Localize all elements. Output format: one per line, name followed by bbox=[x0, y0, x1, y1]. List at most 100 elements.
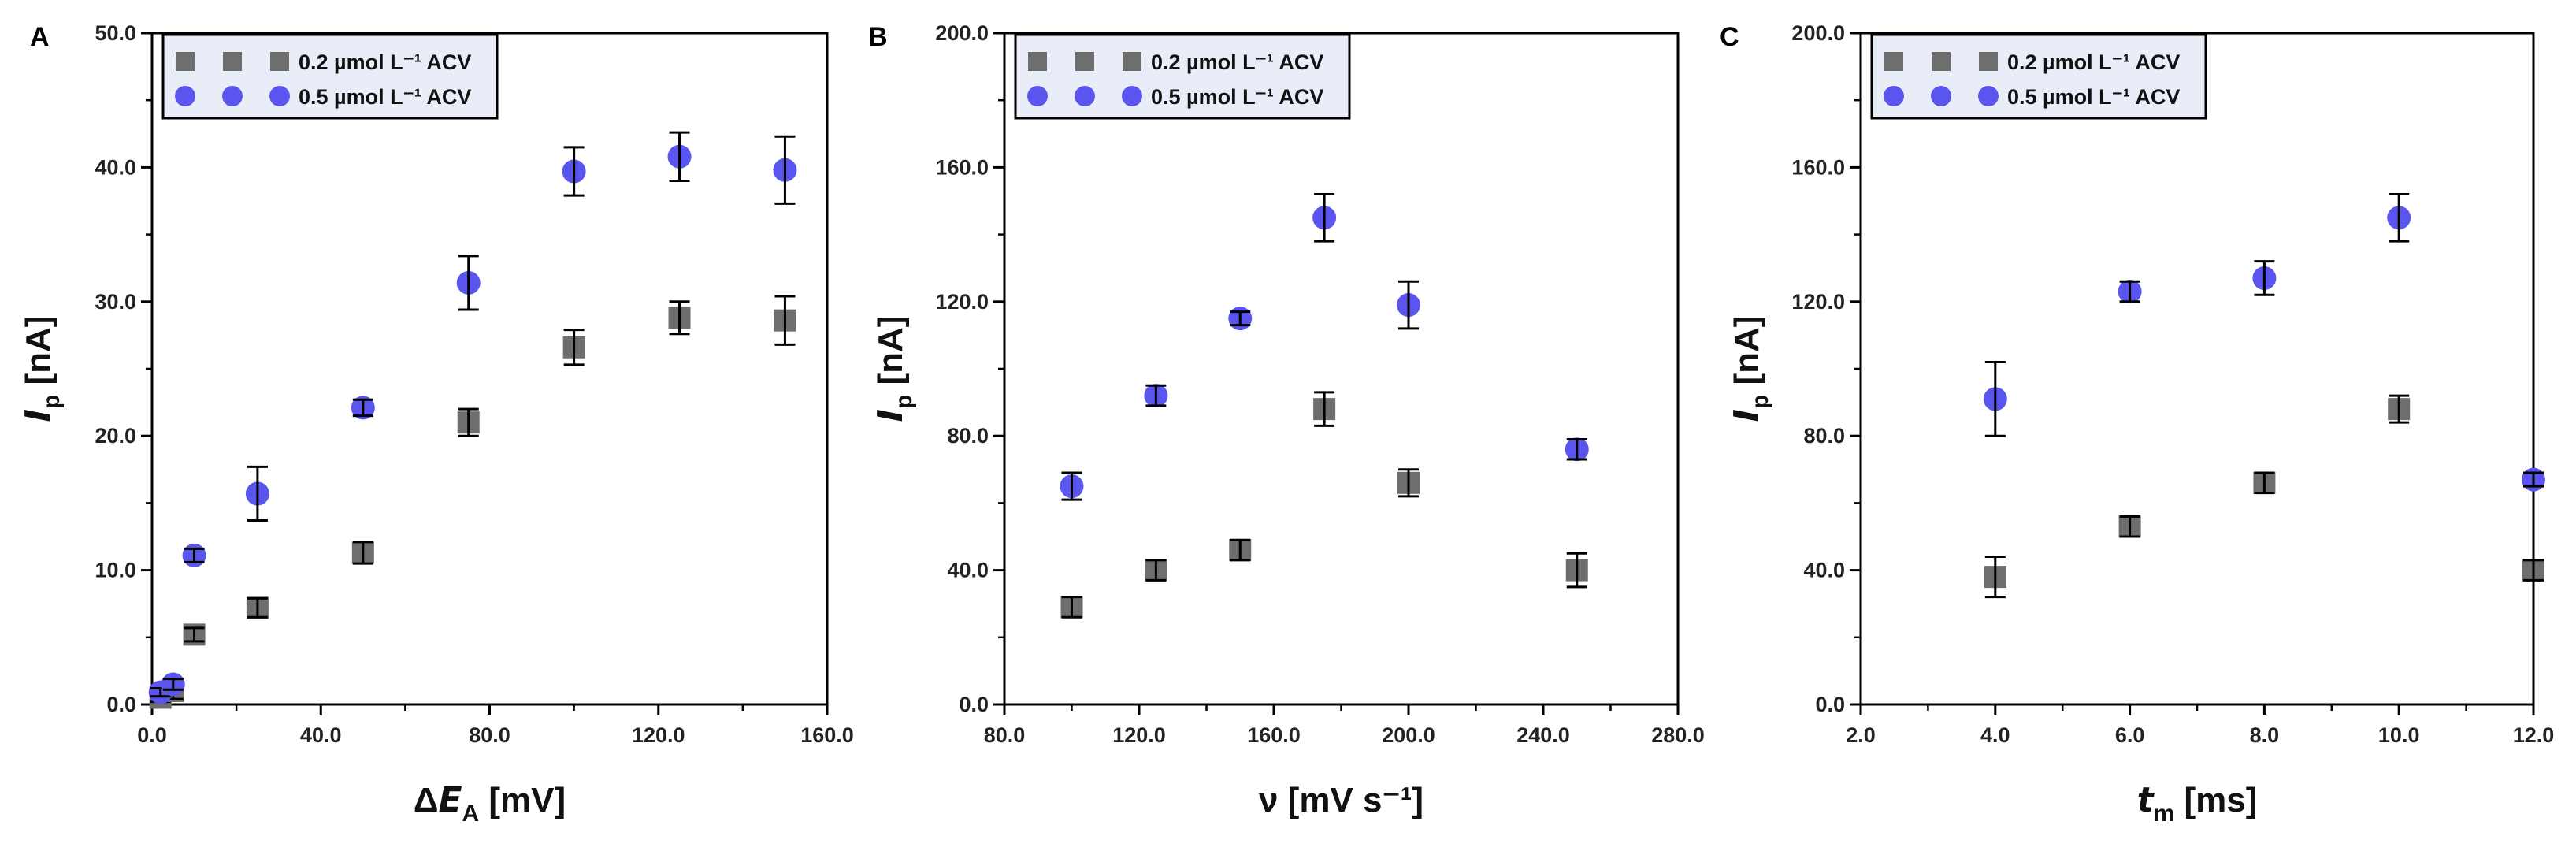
y-tick-label: 50.0 bbox=[95, 21, 136, 45]
series-circles bbox=[1060, 192, 1589, 501]
x-axis-symbol: t bbox=[2137, 780, 2155, 820]
legend: 0.2 µmol L⁻¹ ACV 0.5 µmol L⁻¹ ACV bbox=[1014, 33, 1351, 120]
y-tick-label: 160.0 bbox=[1791, 155, 1845, 179]
y-axis-title: Ip [nA] bbox=[1727, 316, 1773, 422]
y-axis-unit: [nA] bbox=[871, 316, 910, 395]
x-axis-subscript: A bbox=[462, 801, 480, 827]
x-tick-label: 80.0 bbox=[469, 723, 510, 747]
y-axis-symbol: I bbox=[18, 409, 58, 422]
series-squares bbox=[1984, 394, 2544, 599]
legend-label: 0.2 µmol L⁻¹ ACV bbox=[299, 50, 471, 74]
y-tick-label: 200.0 bbox=[935, 21, 989, 45]
x-tick-label: 120.0 bbox=[632, 723, 685, 747]
plot-frame bbox=[1003, 32, 1680, 706]
x-tick-label: 12.0 bbox=[2513, 723, 2555, 747]
legend: 0.2 µmol L⁻¹ ACV 0.5 µmol L⁻¹ ACV bbox=[1870, 33, 2207, 120]
x-tick-label: 120.0 bbox=[1112, 723, 1166, 747]
legend-circle-marker bbox=[269, 86, 290, 106]
legend-box bbox=[1870, 33, 2207, 120]
y-axis-title: Ip [nA] bbox=[18, 316, 65, 422]
y-axis-unit: [nA] bbox=[19, 316, 58, 395]
y-tick-label: 40.0 bbox=[95, 155, 136, 179]
legend-label: 0.5 µmol L⁻¹ ACV bbox=[299, 85, 471, 109]
y-tick-label: 30.0 bbox=[95, 290, 136, 314]
legend-square-marker bbox=[1979, 52, 1998, 71]
y-axis-symbol: I bbox=[870, 409, 911, 422]
x-tick-label: 80.0 bbox=[984, 723, 1026, 747]
y-tick-label: 20.0 bbox=[95, 424, 136, 448]
panel-letter: C bbox=[1720, 22, 1739, 52]
x-axis-title: tm [ms] bbox=[2137, 780, 2258, 827]
legend-label: 0.2 µmol L⁻¹ ACV bbox=[2007, 50, 2180, 74]
panel-letter: B bbox=[868, 22, 888, 52]
legend-square-marker bbox=[176, 52, 195, 71]
y-axis-subscript: p bbox=[39, 395, 65, 409]
x-axis-prefix: Δ bbox=[414, 781, 439, 819]
legend-box bbox=[1014, 33, 1351, 120]
y-tick-label: 40.0 bbox=[1803, 559, 1845, 582]
x-tick-label: 160.0 bbox=[1247, 723, 1301, 747]
y-tick-label: 80.0 bbox=[1803, 424, 1845, 448]
x-tick-label: 200.0 bbox=[1382, 723, 1435, 747]
x-axis-subscript: m bbox=[2154, 801, 2175, 827]
legend-circle-marker bbox=[1027, 86, 1048, 106]
x-axis-unit: [mV] bbox=[479, 781, 566, 819]
series-circles bbox=[1983, 192, 2545, 492]
y-tick-label: 120.0 bbox=[1791, 290, 1845, 314]
legend-circle-marker bbox=[1122, 86, 1142, 106]
x-axis-unit: [mV s⁻¹] bbox=[1278, 781, 1423, 819]
y-tick-label: 0.0 bbox=[106, 693, 136, 716]
x-axis-symbol: ν bbox=[1259, 781, 1278, 819]
y-axis-title: Ip [nA] bbox=[870, 316, 917, 422]
plot-frame bbox=[1859, 32, 2535, 706]
panel-a: A 0.0 40.0 80.0 120.0 160.0 0.0 10.0 20.0 30.0 40.… bbox=[18, 21, 854, 827]
legend-circle-marker bbox=[1075, 86, 1095, 106]
y-tick-label: 0.0 bbox=[1815, 693, 1845, 716]
x-tick-label: 6.0 bbox=[2115, 723, 2145, 747]
legend-square-marker bbox=[1028, 52, 1047, 71]
x-axis-unit: [ms] bbox=[2174, 781, 2257, 819]
y-tick-label: 80.0 bbox=[947, 424, 989, 448]
x-axis-symbol: E bbox=[438, 780, 462, 820]
x-tick-label: 4.0 bbox=[1980, 723, 2010, 747]
x-tick-label: 0.0 bbox=[137, 723, 167, 747]
legend-circle-marker bbox=[1884, 86, 1904, 106]
x-tick-label: 280.0 bbox=[1651, 723, 1705, 747]
legend-label: 0.5 µmol L⁻¹ ACV bbox=[2007, 85, 2180, 109]
x-tick-label: 10.0 bbox=[2378, 723, 2420, 747]
legend-box bbox=[161, 33, 499, 120]
legend: 0.2 µmol L⁻¹ ACV 0.5 µmol L⁻¹ ACV bbox=[161, 33, 499, 120]
legend-circle-marker bbox=[1978, 86, 1999, 106]
y-tick-label: 0.0 bbox=[959, 693, 989, 716]
y-tick-label: 200.0 bbox=[1791, 21, 1845, 45]
legend-square-marker bbox=[1075, 52, 1094, 71]
series-squares bbox=[149, 295, 796, 709]
x-tick-label: 160.0 bbox=[800, 723, 854, 747]
panel-letter: A bbox=[30, 22, 50, 52]
legend-square-marker bbox=[1884, 52, 1903, 71]
legend-circle-marker bbox=[175, 86, 195, 106]
y-tick-label: 40.0 bbox=[947, 559, 989, 582]
legend-label: 0.5 µmol L⁻¹ ACV bbox=[1151, 85, 1323, 109]
legend-circle-marker bbox=[222, 86, 243, 106]
y-axis-subscript: p bbox=[1747, 395, 1773, 409]
y-tick-label: 10.0 bbox=[95, 559, 136, 582]
y-axis-unit: [nA] bbox=[1728, 316, 1766, 395]
panel-b: B 80.0 120.0 160.0 200.0 240.0 280.0 0.0 40.0 80.… bbox=[868, 21, 1705, 819]
y-tick-label: 120.0 bbox=[935, 290, 989, 314]
x-axis-title: ν [mV s⁻¹] bbox=[1259, 781, 1423, 819]
series-squares bbox=[1060, 391, 1588, 619]
y-axis-symbol: I bbox=[1727, 409, 1767, 422]
x-tick-label: 8.0 bbox=[2250, 723, 2280, 747]
legend-circle-marker bbox=[1931, 86, 1951, 106]
x-tick-label: 240.0 bbox=[1516, 723, 1570, 747]
panel-c: C 2.0 4.0 6.0 8.0 10.0 12.0 0.0 40.0 80.0 120.0 160… bbox=[1720, 21, 2554, 827]
legend-square-marker bbox=[270, 52, 289, 71]
legend-label: 0.2 µmol L⁻¹ ACV bbox=[1151, 50, 1323, 74]
legend-square-marker bbox=[223, 52, 242, 71]
y-axis-subscript: p bbox=[891, 395, 917, 409]
series-circles bbox=[148, 131, 797, 704]
legend-square-marker bbox=[1932, 52, 1951, 71]
x-axis-title: ΔEA [mV] bbox=[414, 780, 566, 827]
